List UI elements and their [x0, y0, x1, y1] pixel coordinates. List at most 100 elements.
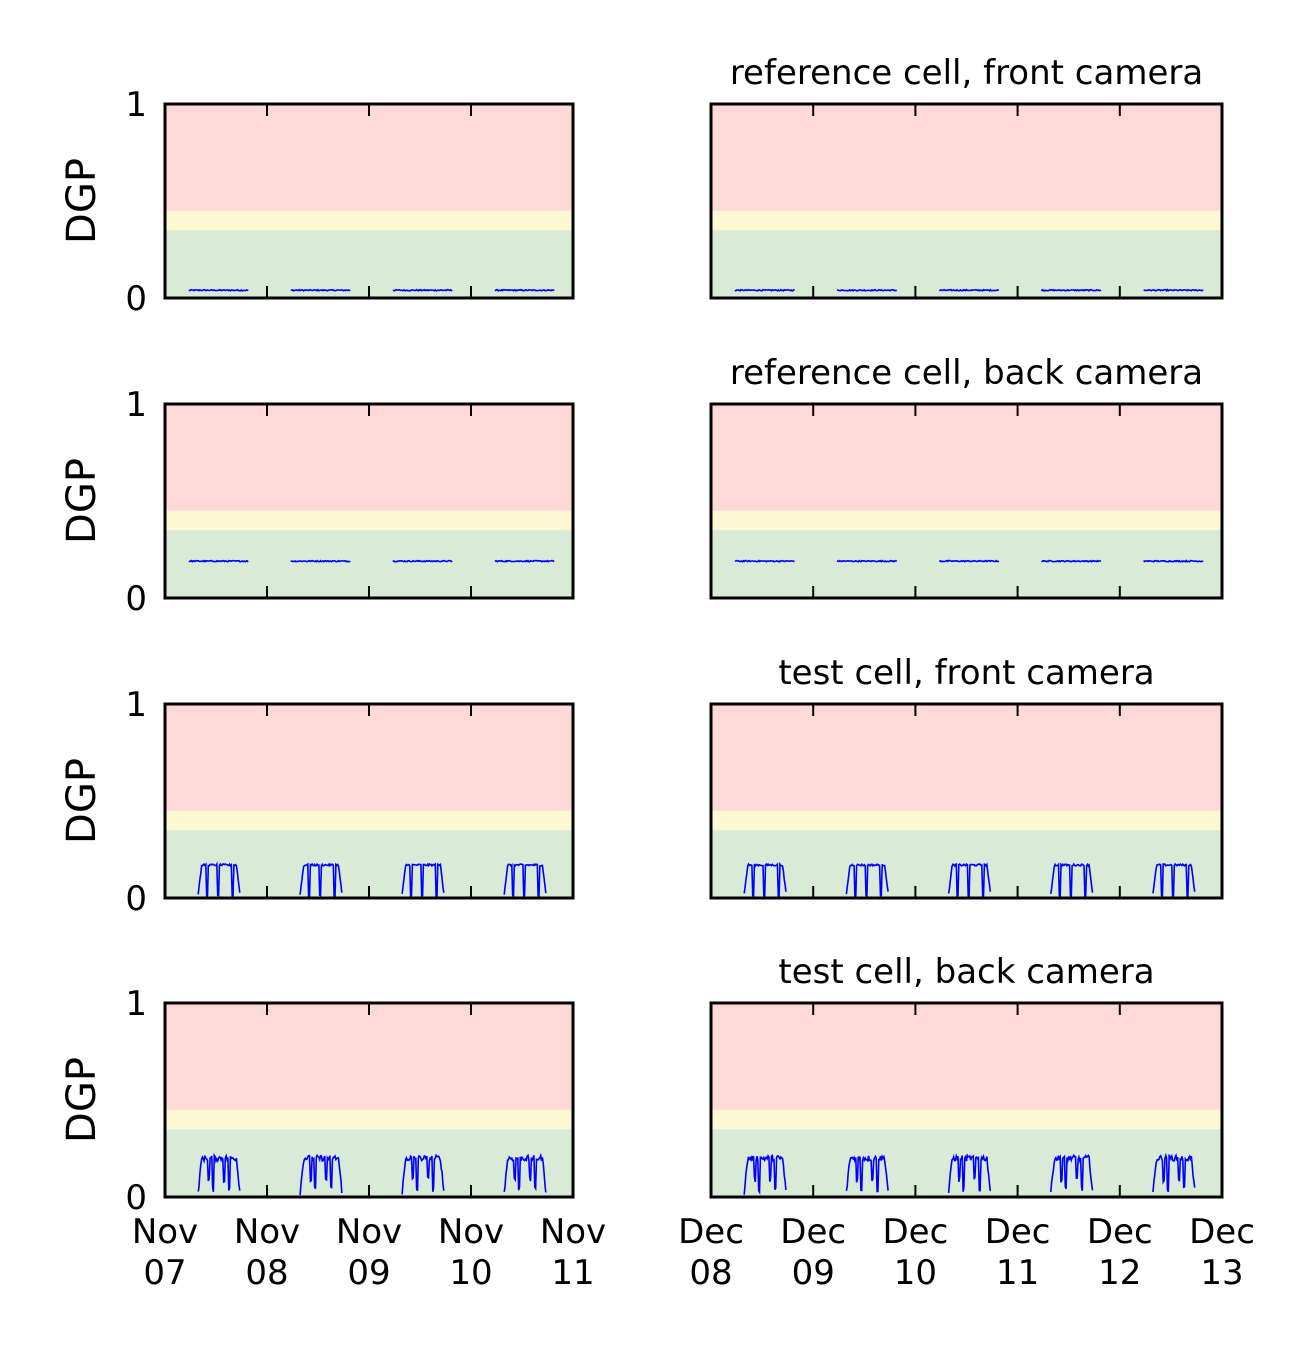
dgp-band-2 — [711, 404, 1222, 511]
panel-title: test cell, back camera — [778, 952, 1154, 992]
x-tick-day: 11 — [551, 1253, 594, 1293]
dgp-band-0 — [711, 1129, 1222, 1197]
x-tick-label: Dec 12 — [1087, 1212, 1153, 1293]
dgp-line-day-1 — [743, 1153, 787, 1195]
x-tick-day: 11 — [996, 1253, 1039, 1293]
panel-title: reference cell, front camera — [730, 53, 1203, 93]
dgp-line-day-5 — [1152, 1152, 1196, 1193]
x-tick-month: Nov — [438, 1212, 504, 1252]
axes-frame — [709, 1001, 1224, 1199]
dgp-line-day-2 — [299, 1153, 343, 1196]
dgp-line-day-3 — [947, 1152, 992, 1193]
x-tick-month: Nov — [234, 1212, 300, 1252]
x-tick-label: Nov 11 — [540, 1212, 606, 1293]
y-tick-label: 0 — [125, 879, 147, 919]
x-tick-day: 09 — [792, 1253, 835, 1293]
dgp-band-1 — [165, 510, 573, 531]
dgp-line-day-1 — [734, 288, 795, 292]
dgp-line-day-1 — [188, 288, 249, 292]
dgp-line-day-3 — [939, 559, 1000, 563]
dgp-line-day-3 — [939, 288, 1000, 292]
dgp-line-day-3 — [392, 559, 453, 563]
x-tick-month: Dec — [1087, 1212, 1153, 1252]
y-tick-label: 0 — [125, 579, 147, 619]
x-tick-label: Dec 09 — [780, 1212, 846, 1293]
dgp-line-day-3 — [392, 288, 453, 292]
dgp-band-1 — [165, 810, 573, 831]
x-tick-label: Dec 08 — [678, 1212, 744, 1293]
x-tick-day: 08 — [689, 1253, 732, 1293]
dgp-line-day-4 — [494, 559, 555, 563]
x-tick-month: Dec — [780, 1212, 846, 1252]
x-tick-label: Dec 13 — [1189, 1212, 1255, 1293]
y-tick-label: 1 — [125, 685, 147, 725]
dgp-line-day-3 — [401, 1153, 445, 1195]
panel-r3-c1: 0 1 DGP — [59, 685, 575, 919]
x-tick-day: 10 — [449, 1253, 492, 1293]
x-tick-day: 10 — [894, 1253, 937, 1293]
dgp-line-day-1 — [188, 559, 249, 563]
x-tick-day: 07 — [143, 1253, 186, 1293]
x-tick-day: 12 — [1098, 1253, 1141, 1293]
dgp-line-day-1 — [197, 1152, 241, 1193]
dgp-band-2 — [711, 1003, 1222, 1110]
dgp-line-day-4 — [1040, 288, 1102, 292]
panel-title: reference cell, back camera — [730, 353, 1203, 393]
dgp-line-day-4 — [494, 288, 555, 292]
panel-r2-c1: 0 1 DGP — [59, 385, 575, 619]
x-tick-label: Nov 09 — [336, 1212, 402, 1293]
y-tick-label: 1 — [125, 984, 147, 1024]
dgp-band-2 — [711, 704, 1222, 811]
dgp-line-day-4 — [1050, 1153, 1094, 1193]
dgp-band-2 — [165, 1003, 573, 1110]
dgp-line-day-2 — [290, 559, 351, 563]
x-tick-day: 08 — [245, 1253, 288, 1293]
dgp-band-2 — [711, 104, 1222, 211]
panel-r2-c2: reference cell, back camera — [709, 353, 1224, 600]
x-tick-month: Nov — [540, 1212, 606, 1252]
dgp-band-2 — [165, 404, 573, 511]
dgp-band-1 — [711, 510, 1222, 531]
dgp-band-1 — [165, 210, 573, 231]
dgp-line-day-4 — [1050, 862, 1094, 900]
x-tick-label: Nov 10 — [438, 1212, 504, 1293]
dgp-line-day-1 — [743, 861, 787, 899]
dgp-line-day-2 — [836, 559, 898, 563]
axes-frame — [709, 102, 1224, 300]
y-tick-label: 1 — [125, 85, 147, 125]
dgp-line-day-2 — [836, 288, 898, 292]
dgp-line-day-2 — [290, 288, 351, 292]
dgp-line-day-5 — [1143, 559, 1204, 563]
x-tick-month: Dec — [985, 1212, 1051, 1252]
dgp-band-0 — [711, 230, 1222, 298]
dgp-band-1 — [165, 1109, 573, 1130]
dgp-line-day-4 — [503, 863, 547, 899]
panel-r1-c2: reference cell, front camera — [709, 53, 1224, 300]
y-tick-label: 0 — [125, 1178, 147, 1218]
axes-frame — [709, 402, 1224, 600]
dgp-band-1 — [711, 210, 1222, 231]
dgp-band-1 — [711, 810, 1222, 831]
y-tick-label: 1 — [125, 385, 147, 425]
dgp-line-day-2 — [845, 1154, 889, 1193]
dgp-line-day-1 — [197, 861, 241, 899]
x-tick-month: Dec — [883, 1212, 949, 1252]
dgp-line-day-5 — [1143, 288, 1204, 293]
dgp-line-day-2 — [845, 862, 889, 899]
y-axis-label: DGP — [59, 1057, 105, 1143]
dgp-line-day-4 — [503, 1152, 547, 1193]
dgp-band-1 — [711, 1109, 1222, 1130]
panel-r3-c2: test cell, front camera — [709, 653, 1224, 900]
x-tick-label: Nov 07 — [132, 1212, 198, 1293]
x-tick-day: 13 — [1200, 1253, 1243, 1293]
x-tick-label: Dec 11 — [985, 1212, 1051, 1293]
y-tick-label: 0 — [125, 279, 147, 319]
x-tick-month: Nov — [132, 1212, 198, 1252]
y-axis-label: DGP — [59, 758, 105, 844]
x-tick-label: Nov 08 — [234, 1212, 300, 1293]
x-tick-month: Dec — [1189, 1212, 1255, 1252]
dgp-band-2 — [165, 104, 573, 211]
